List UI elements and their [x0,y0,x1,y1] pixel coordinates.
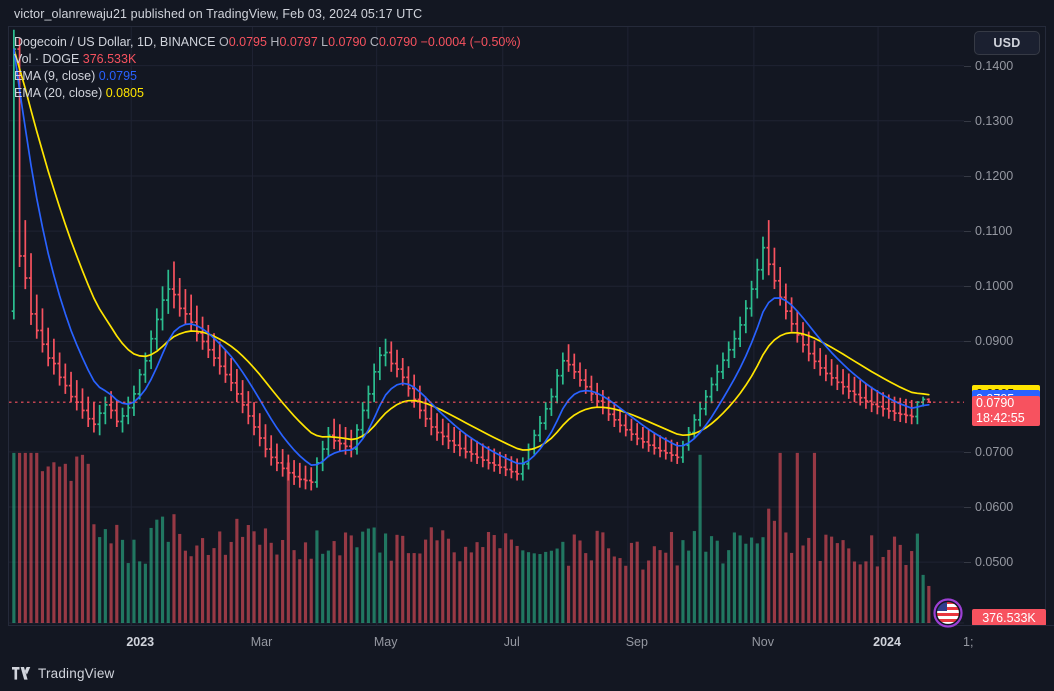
time-axis[interactable]: 2023 Mar May Jul Sep Nov 2024 1; [9,625,1054,659]
us-flag-icon[interactable] [932,597,964,629]
high-label: H [270,35,280,49]
ema20-label: EMA (20, close) [14,86,103,100]
symbol-title: Dogecoin / US Dollar, 1D, BINANCE [14,35,216,49]
time-tick: 1; [963,635,974,649]
legend-ema20-row[interactable]: EMA (20, close) 0.0805 [14,85,521,102]
legend-ema9-row[interactable]: EMA (9, close) 0.0795 [14,68,521,85]
volume-badge: 376.533K [972,609,1046,625]
price-tick-mark [964,175,971,177]
tradingview-wordmark: TradingView [38,666,115,681]
price-tick-mark [964,231,971,233]
price-tick: 0.0900 [975,334,1014,349]
time-tick: 2023 [126,635,155,649]
ema9-value: 0.0795 [98,69,137,83]
price-tick-mark [964,341,971,343]
ema20-value: 0.0805 [105,86,144,100]
close-value: 0.0790 [378,35,418,49]
price-tick: 0.0500 [975,555,1014,570]
time-tick: 2024 [873,635,901,649]
tradingview-logo[interactable]: TradingView [12,666,115,681]
time-tick: Sep [625,635,648,649]
ema9-label: EMA (9, close) [14,69,96,83]
price-tick: 0.1400 [975,58,1014,73]
price-tick-mark [964,286,971,288]
price-tick-mark [964,120,971,122]
currency-button[interactable]: USD [974,31,1040,55]
price-tick: 0.0700 [975,444,1014,459]
chart-legend: Dogecoin / US Dollar, 1D, BINANCE O0.079… [14,34,521,102]
low-value: 0.0790 [328,35,367,49]
legend-volume-row[interactable]: Vol · DOGE 376.533K [14,51,521,68]
price-tick: 0.1300 [975,113,1014,128]
time-tick: May [373,635,398,649]
price-tick-mark [964,451,971,453]
price-volume-svg [9,27,964,625]
volume-badge-value: 376.533K [982,610,1036,625]
open-value: 0.0795 [228,35,267,49]
volume-value: 376.533K [82,52,137,66]
bar-countdown: 18:42:55 [976,411,1025,426]
time-tick: Jul [503,635,520,649]
last-price-value: 0.0790 [976,396,1015,411]
price-tick: 0.1100 [975,224,1013,239]
publication-credit: victor_olanrewaju21 published on Trading… [14,7,423,21]
last-price-badge: 0.0790 18:42:55 [972,396,1040,427]
open-label: O [218,35,229,49]
close-label: C [369,35,379,49]
chart-plot-area[interactable] [9,27,964,625]
time-tick: Mar [250,635,273,649]
tradingview-mark-icon [12,667,31,680]
price-tick-mark [964,507,971,508]
price-tick-mark [964,65,971,67]
volume-bars [12,452,931,623]
price-axis[interactable]: USD 0.1400 0.1300 0.1200 0.1100 0.1000 0.0900… [964,27,1054,625]
price-tick: 0.1200 [975,168,1014,183]
legend-symbol-row[interactable]: Dogecoin / US Dollar, 1D, BINANCE O0.079… [14,34,521,51]
high-value: 0.0797 [279,35,318,49]
change-value: −0.0004 (−0.50%) [420,35,521,49]
ema9-line [13,48,930,466]
time-tick: Nov [751,635,775,649]
ema20-line [13,48,930,451]
price-tick-mark [964,562,971,564]
price-tick: 0.1000 [975,279,1014,294]
low-label: L [321,35,329,49]
price-tick: 0.0600 [975,500,1014,514]
volume-label: Vol · DOGE [14,52,80,66]
